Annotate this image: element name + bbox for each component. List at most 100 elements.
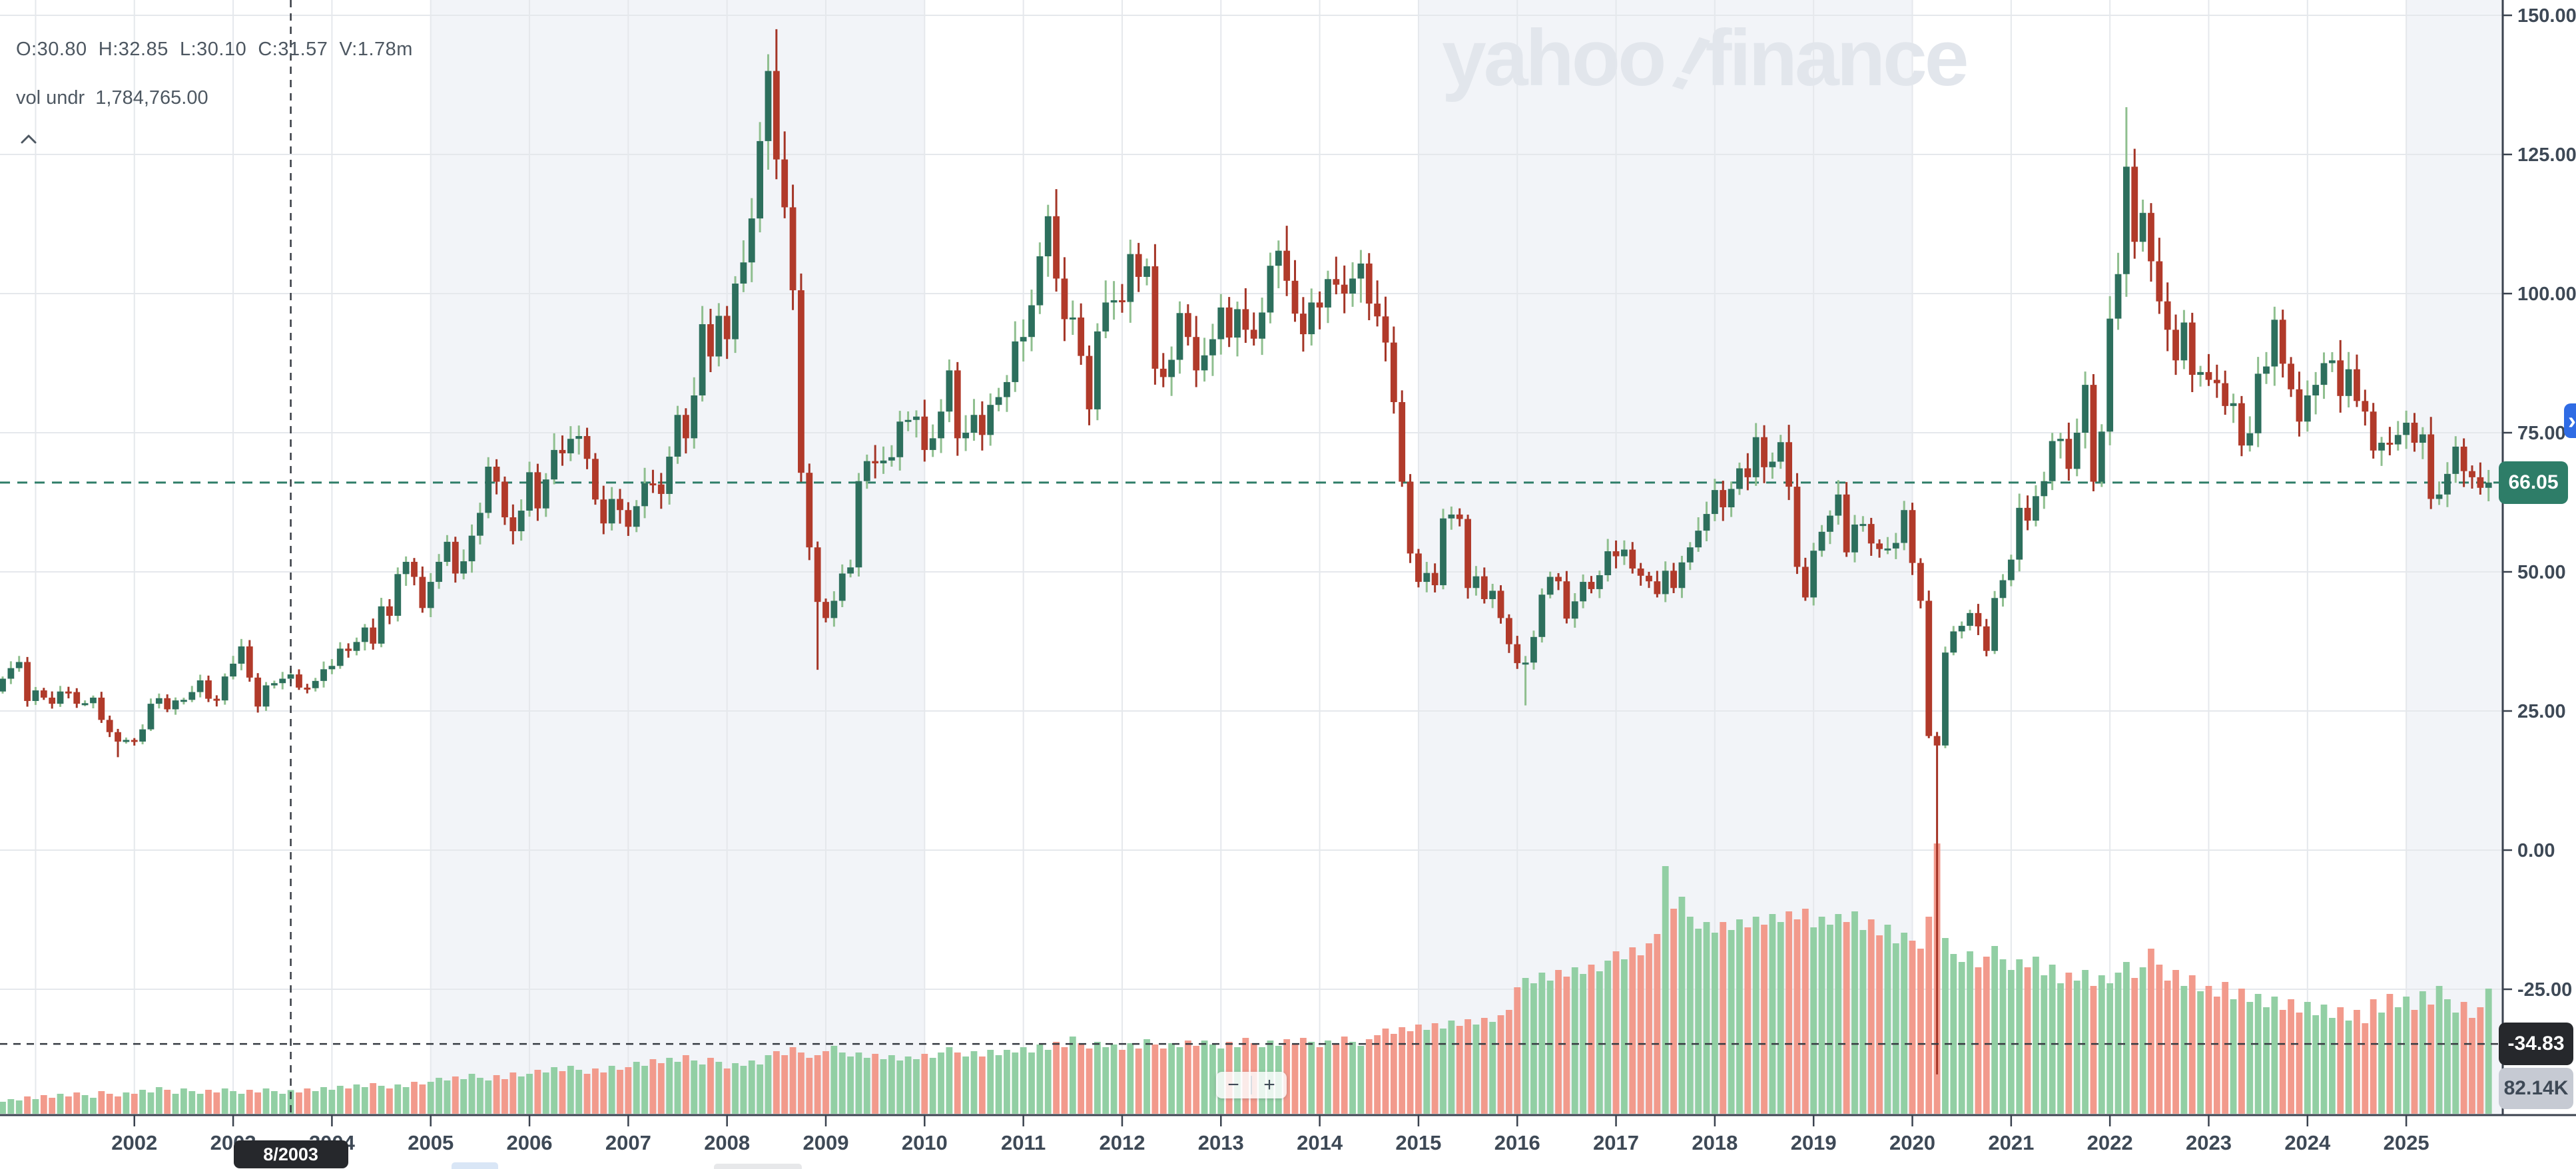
volume-bar[interactable] — [2263, 1007, 2270, 1114]
volume-bar[interactable] — [1044, 1050, 1052, 1114]
volume-bar[interactable] — [336, 1086, 344, 1114]
volume-bar[interactable] — [1777, 922, 1784, 1114]
candle-body[interactable] — [2296, 389, 2303, 422]
volume-bar[interactable] — [1168, 1043, 1175, 1114]
volume-bar[interactable] — [1967, 951, 1973, 1114]
candle-body[interactable] — [230, 663, 236, 677]
volume-bar[interactable] — [2386, 994, 2394, 1114]
volume-bar[interactable] — [1316, 1047, 1323, 1114]
volume-bar[interactable] — [90, 1098, 97, 1114]
candle-body[interactable] — [90, 697, 97, 704]
candle-body[interactable] — [188, 692, 196, 700]
volume-bar[interactable] — [2049, 965, 2056, 1114]
volume-bar[interactable] — [57, 1094, 64, 1114]
volume-bar[interactable] — [551, 1067, 558, 1114]
candle-body[interactable] — [517, 511, 525, 531]
candle-body[interactable] — [246, 646, 253, 678]
candle-body[interactable] — [1777, 442, 1784, 462]
volume-bar[interactable] — [1308, 1042, 1315, 1114]
candle-body[interactable] — [15, 662, 23, 668]
volume-bar[interactable] — [830, 1046, 838, 1114]
candle-body[interactable] — [1341, 284, 1348, 294]
volume-bar[interactable] — [320, 1087, 327, 1114]
volume-bar[interactable] — [1127, 1043, 1134, 1114]
candle-body[interactable] — [641, 483, 648, 507]
candle-body[interactable] — [575, 436, 583, 439]
volume-bar[interactable] — [1744, 927, 1752, 1114]
volume-bar[interactable] — [641, 1066, 648, 1114]
candle-body[interactable] — [1193, 337, 1200, 371]
volume-bar[interactable] — [1028, 1052, 1035, 1114]
candle-body[interactable] — [2049, 441, 2056, 481]
volume-bar[interactable] — [205, 1090, 212, 1114]
volume-bar[interactable] — [1086, 1049, 1093, 1114]
volume-bar[interactable] — [592, 1068, 599, 1114]
volume-bar[interactable] — [1546, 981, 1554, 1114]
volume-bar[interactable] — [254, 1092, 262, 1114]
volume-bar[interactable] — [2090, 986, 2097, 1114]
candle-body[interactable] — [2254, 373, 2262, 433]
candle-body[interactable] — [2427, 434, 2435, 499]
candle-body[interactable] — [608, 499, 615, 524]
candle-body[interactable] — [1250, 330, 1257, 339]
volume-bar[interactable] — [1950, 954, 1957, 1114]
candle-body[interactable] — [2230, 403, 2237, 406]
candle-body[interactable] — [2337, 360, 2344, 396]
volume-bar[interactable] — [1489, 1022, 1496, 1114]
candle-body[interactable] — [1678, 562, 1686, 588]
candle-body[interactable] — [1176, 313, 1183, 360]
volume-bar[interactable] — [221, 1088, 228, 1114]
volume-bar[interactable] — [814, 1055, 821, 1114]
candle-body[interactable] — [1325, 279, 1331, 308]
volume-bar[interactable] — [1283, 1039, 1291, 1114]
candle-body[interactable] — [2411, 422, 2418, 443]
candle-body[interactable] — [592, 459, 599, 500]
candle-body[interactable] — [2312, 385, 2320, 395]
volume-bar[interactable] — [1892, 943, 1899, 1114]
volume-bar[interactable] — [1818, 917, 1825, 1114]
volume-bar[interactable] — [789, 1047, 797, 1114]
volume-bar[interactable] — [49, 1098, 56, 1114]
candle-body[interactable] — [2469, 471, 2475, 477]
volume-bar[interactable] — [1637, 955, 1644, 1114]
candle-body[interactable] — [436, 561, 442, 583]
candle-body[interactable] — [1818, 531, 1825, 551]
candle-body[interactable] — [2444, 473, 2451, 495]
volume-bar[interactable] — [1612, 951, 1620, 1114]
candle-body[interactable] — [1102, 302, 1110, 332]
candle-body[interactable] — [2271, 320, 2278, 367]
volume-bar[interactable] — [723, 1068, 731, 1114]
candle-body[interactable] — [1538, 594, 1546, 637]
candle-body[interactable] — [476, 513, 483, 536]
volume-bar[interactable] — [1176, 1047, 1183, 1114]
volume-bar[interactable] — [1505, 1010, 1512, 1114]
candle-body[interactable] — [287, 674, 294, 679]
candle-body[interactable] — [65, 691, 72, 694]
volume-bar[interactable] — [1472, 1025, 1480, 1114]
volume-bar[interactable] — [262, 1088, 270, 1114]
volume-bar[interactable] — [1925, 917, 1933, 1114]
volume-bar[interactable] — [1036, 1045, 1044, 1114]
volume-bar[interactable] — [1448, 1021, 1455, 1114]
volume-bar[interactable] — [904, 1056, 912, 1114]
candle-body[interactable] — [139, 729, 147, 742]
volume-bar[interactable] — [2024, 967, 2031, 1114]
volume-bar[interactable] — [888, 1055, 895, 1114]
volume-bar[interactable] — [699, 1064, 706, 1114]
volume-bar[interactable] — [765, 1055, 772, 1114]
candle-body[interactable] — [1094, 331, 1101, 409]
candle-body[interactable] — [814, 547, 821, 602]
volume-bar[interactable] — [40, 1095, 47, 1114]
candle-body[interactable] — [402, 561, 410, 575]
volume-bar[interactable] — [24, 1096, 31, 1114]
candle-body[interactable] — [1720, 490, 1727, 508]
candle-body[interactable] — [2024, 507, 2031, 521]
candle-body[interactable] — [1349, 278, 1356, 294]
volume-bar[interactable] — [386, 1088, 393, 1114]
candle-body[interactable] — [880, 460, 887, 463]
volume-bar[interactable] — [2378, 1013, 2385, 1114]
volume-bar[interactable] — [353, 1084, 360, 1114]
volume-bar[interactable] — [1004, 1050, 1010, 1114]
candle-body[interactable] — [682, 415, 689, 439]
